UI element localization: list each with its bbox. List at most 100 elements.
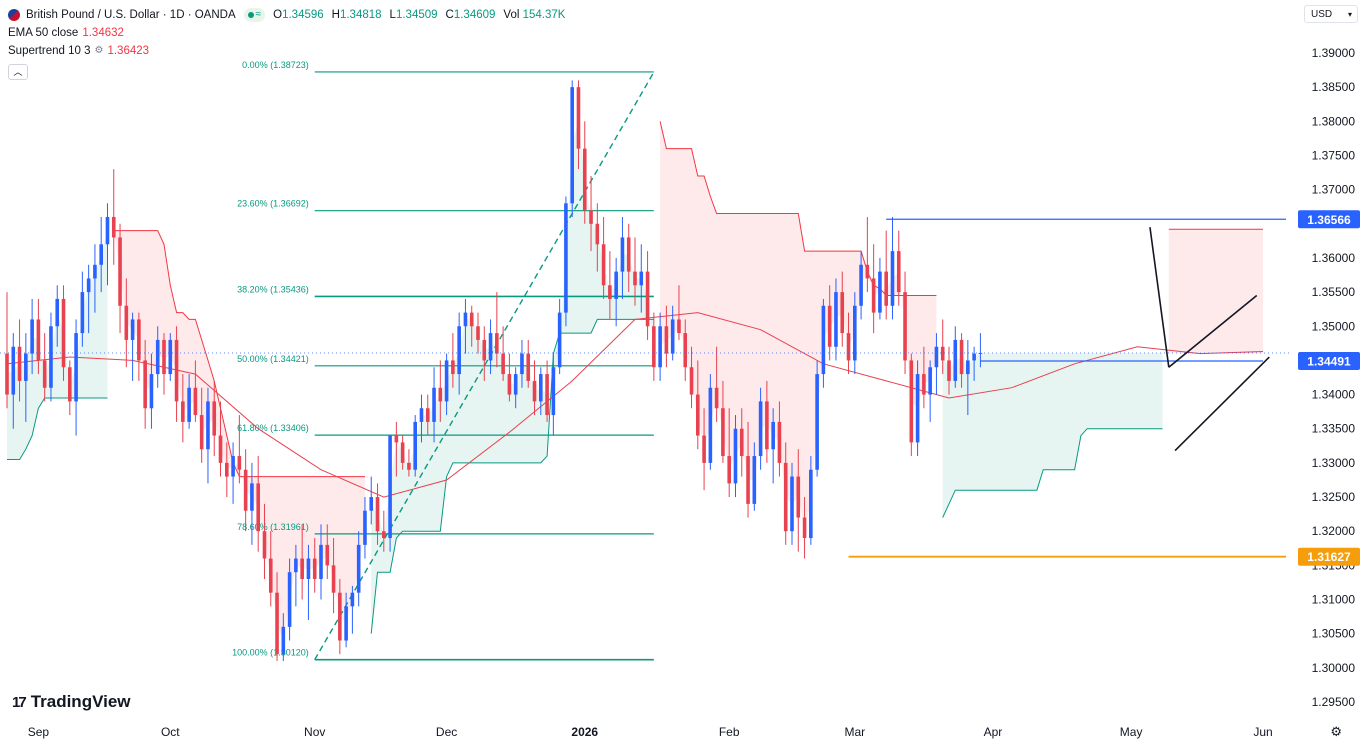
candle-body	[783, 462, 788, 532]
candle-body	[331, 565, 336, 593]
candle-body	[589, 210, 593, 224]
candle-body	[614, 271, 618, 299]
candle-body	[419, 408, 424, 422]
chart-legend: British Pound / U.S. Dollar · 1D · OANDA…	[8, 6, 569, 81]
x-tick-label-1: Oct	[161, 725, 180, 739]
candle-body	[300, 558, 304, 580]
x-tick-label-5: Feb	[719, 725, 740, 739]
y-tick-label-11: 1.33500	[1312, 422, 1356, 436]
x-tick-label-6: Mar	[844, 725, 865, 739]
candle-body	[363, 510, 367, 545]
candle-body	[74, 333, 78, 402]
candle-body	[890, 251, 895, 306]
x-tick-label-7: Apr	[984, 725, 1003, 739]
candle-body	[432, 387, 436, 422]
candle-body	[796, 476, 801, 518]
candle-body	[199, 415, 204, 450]
candle-body	[532, 380, 537, 402]
candle-body	[834, 292, 838, 347]
candle-body	[551, 367, 556, 416]
legend-collapse-button[interactable]: ︿	[8, 64, 28, 80]
candle-body	[268, 558, 273, 593]
candle-body	[746, 456, 750, 504]
flag-pole-line	[1149, 227, 1170, 368]
ema50-line	[6, 312, 1264, 498]
price-label-1: 1.31627	[1307, 550, 1351, 564]
candle-body	[61, 298, 66, 368]
candle-body	[683, 333, 688, 368]
fib-level-label-2: 38.20% (1.35436)	[237, 284, 309, 294]
candle-body	[394, 435, 399, 443]
candle-body	[953, 339, 958, 381]
candle-body	[312, 558, 317, 580]
candle-body	[143, 360, 147, 409]
candle-body	[11, 346, 16, 395]
candle-body	[111, 216, 116, 238]
candle-body	[639, 271, 644, 286]
symbol-row[interactable]: British Pound / U.S. Dollar · 1D · OANDA…	[8, 6, 569, 24]
candle-body	[859, 264, 863, 306]
supertrend-indicator-name[interactable]: Supertrend 10 3	[8, 45, 91, 57]
candle-body	[451, 360, 455, 375]
fib-level-label-5: 78.60% (1.31961)	[237, 522, 309, 532]
tradingview-logo-icon: 17	[12, 693, 27, 711]
ema-legend-row[interactable]: EMA 50 close 1.34632	[8, 24, 569, 42]
candle-body	[934, 346, 939, 368]
candle-body	[495, 333, 499, 354]
candle-body	[670, 319, 675, 354]
candle-body	[658, 326, 662, 368]
ema-layer	[6, 312, 1264, 498]
candle-body	[739, 428, 744, 457]
currency-selector[interactable]: USD ▾	[1304, 5, 1358, 23]
y-tick-label-13: 1.32500	[1312, 490, 1356, 504]
candle-body	[80, 292, 85, 334]
candle-body	[294, 558, 298, 573]
symbol-title[interactable]: British Pound / U.S. Dollar · 1D · OANDA	[26, 9, 236, 21]
candle-body	[771, 421, 775, 450]
x-tick-label-4: 2026	[571, 725, 598, 739]
candle-body	[733, 428, 738, 484]
candle-body	[520, 353, 524, 375]
drawings-layer[interactable]	[0, 218, 1292, 558]
candle-body	[865, 264, 870, 279]
y-tick-label-14: 1.32000	[1312, 524, 1356, 538]
candle-body	[388, 435, 392, 539]
candle-body	[68, 367, 72, 402]
candle-body	[696, 394, 700, 436]
y-tick-label-18: 1.30000	[1312, 661, 1356, 675]
candle-body	[212, 401, 217, 436]
y-tick-label-0: 1.39000	[1312, 46, 1356, 60]
candle-body	[149, 374, 154, 409]
tradingview-logo: 17 TradingView	[12, 692, 131, 712]
time-axis[interactable]: Sep Oct Nov Dec 2026 Feb Mar Apr May Jun	[28, 725, 1273, 739]
supertrend-line-2	[370, 318, 654, 634]
candle-body	[49, 326, 53, 388]
chart-settings-icon[interactable]: ⚙	[1330, 724, 1342, 739]
symbol-flag-icon	[8, 9, 20, 21]
candle-body	[972, 353, 976, 361]
price-label-bg-2	[1298, 352, 1360, 371]
fib-level-label-1: 23.60% (1.36692)	[237, 199, 309, 209]
candle-body	[287, 572, 292, 627]
supertrend-fill-5	[1168, 229, 1263, 354]
settings-gear-icon[interactable]: ⚙	[94, 45, 104, 56]
fibonacci-retracement[interactable]: 0.00% (1.38723) 23.60% (1.36692) 38.20% (1…	[232, 60, 655, 661]
ema-indicator-value: 1.34632	[82, 27, 124, 39]
fib-trend-line	[314, 71, 655, 660]
ema-indicator-name[interactable]: EMA 50 close	[8, 27, 79, 39]
candle-body	[853, 305, 857, 361]
price-axis[interactable]: 1.39000 1.38500 1.38000 1.37500 1.37000 1.365…	[1298, 46, 1360, 709]
candle-body	[413, 421, 417, 470]
candle-body	[130, 319, 135, 340]
candle-body	[469, 312, 474, 327]
chevron-up-icon: ︿	[13, 67, 23, 77]
supertrend-legend-row[interactable]: Supertrend 10 3 ⚙ 1.36423	[8, 42, 569, 60]
x-tick-label-9: Jun	[1253, 725, 1272, 739]
candle-body	[633, 271, 637, 286]
candle-body	[444, 360, 449, 402]
candle-body	[714, 387, 719, 409]
candle-body	[457, 326, 461, 375]
candle-body	[840, 292, 845, 334]
fib-level-label-6: 100.00% (1.30120)	[232, 648, 309, 658]
